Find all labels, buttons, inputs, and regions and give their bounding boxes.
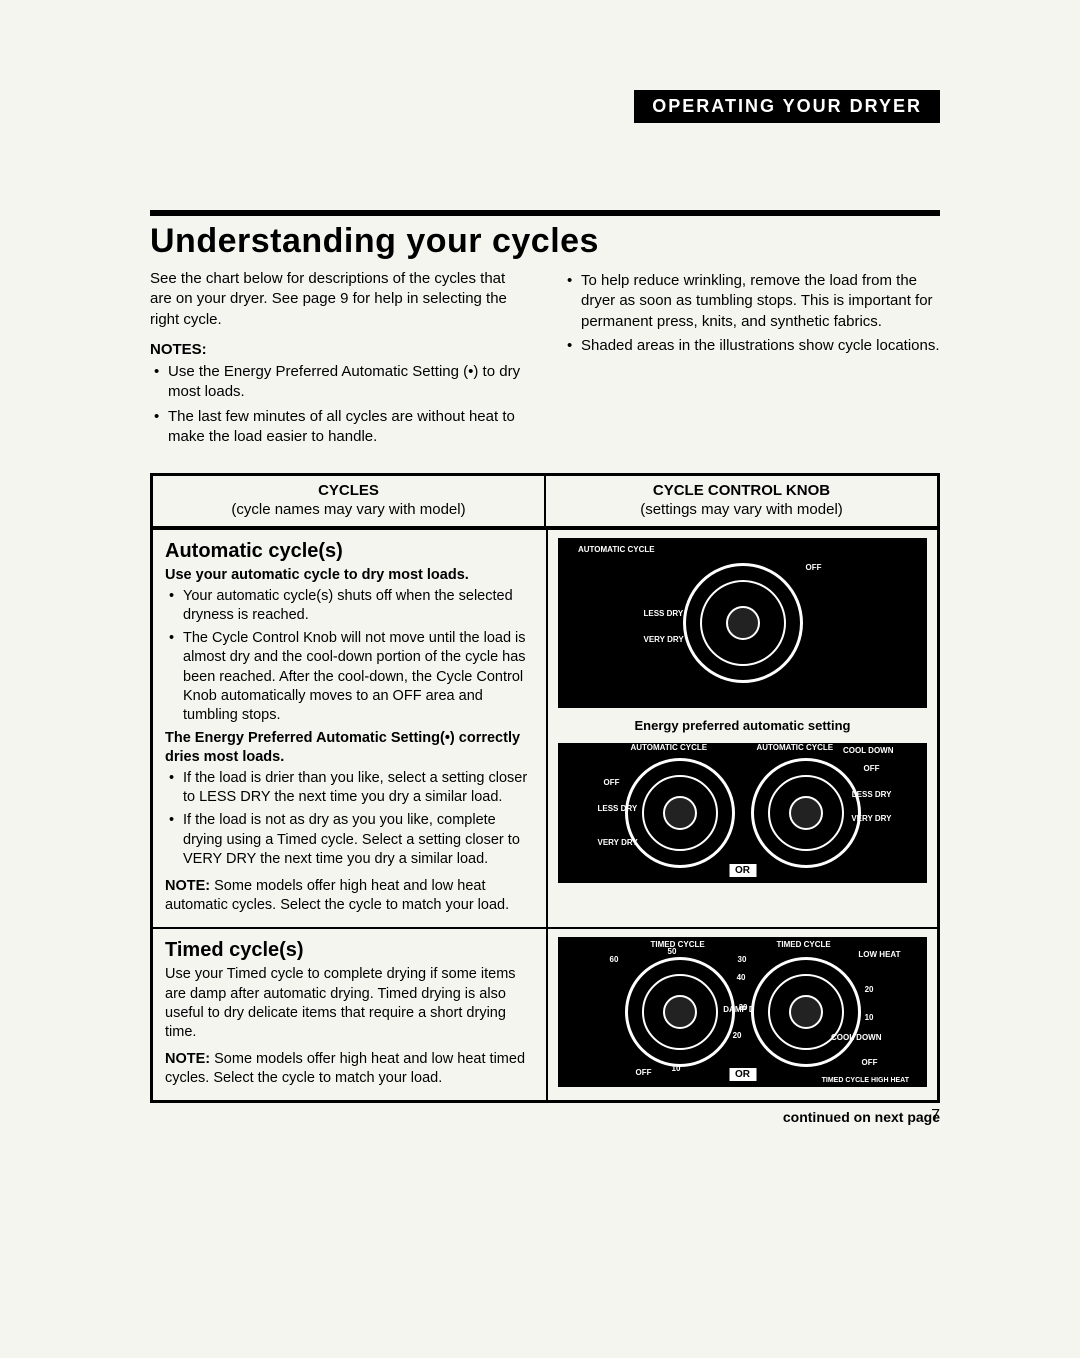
row-bullet: Your automatic cycle(s) shuts off when t… [169, 587, 534, 625]
chart-row-automatic: Automatic cycle(s) Use your automatic cy… [153, 528, 937, 928]
knob-label: AUTOMATIC CYCLE [631, 744, 708, 753]
intro-bullet: Use the Energy Preferred Automatic Setti… [154, 362, 527, 403]
continued-label: continued on next page [150, 1109, 940, 1125]
knob-label: AUTOMATIC CYCLE [757, 744, 834, 753]
knob-label: OFF [604, 779, 620, 788]
page-number: 7 [931, 1107, 940, 1125]
knob-label: AUTOMATIC CYCLE [578, 546, 655, 555]
or-badge: OR [729, 1068, 756, 1081]
row-mid-bold: The Energy Preferred Automatic Setting(•… [165, 729, 534, 767]
row-bullet: The Cycle Control Knob will not move unt… [169, 629, 534, 725]
row-note: NOTE: Some models offer high heat and lo… [165, 877, 534, 915]
knob-label: COOL DOWN [843, 747, 894, 756]
knob-time: 20 [865, 986, 874, 995]
knob-illustration: AUTOMATIC CYCLE OFF LESS DRY VERY DRY [558, 538, 927, 708]
knob-label: VERY DRY [644, 636, 684, 645]
knob-time: 10 [865, 1014, 874, 1023]
knob-label: LESS DRY [598, 805, 638, 814]
chart-row-timed: Timed cycle(s) Use your Timed cycle to c… [153, 927, 937, 1100]
intro-bullet: To help reduce wrinkling, remove the loa… [567, 271, 940, 332]
knob-label: TIMED CYCLE [651, 941, 705, 950]
row-title: Timed cycle(s) [165, 937, 534, 963]
rule [150, 210, 940, 216]
col-subtitle: (cycle names may vary with model) [231, 501, 465, 518]
knob-time: 50 [668, 948, 677, 957]
intro-paragraph: See the chart below for descriptions of … [150, 269, 527, 330]
row-bullet: If the load is not as dry as you you lik… [169, 811, 534, 868]
knob-label: OFF [636, 1069, 652, 1078]
knob-bottom-label: TIMED CYCLE HIGH HEAT [822, 1077, 909, 1085]
knob-label: TIMED CYCLE [777, 941, 831, 950]
knob-time: 40 [737, 974, 746, 983]
col-title: CYCLES [318, 482, 379, 499]
knob-label: LESS DRY [644, 610, 684, 619]
or-badge: OR [729, 864, 756, 877]
row-lead: Use your automatic cycle to dry most loa… [165, 566, 534, 585]
row-title: Automatic cycle(s) [165, 538, 534, 564]
knob-label: OFF [864, 765, 880, 774]
row-note-text: Some models offer high heat and low heat… [165, 878, 509, 913]
intro-columns: See the chart below for descriptions of … [150, 269, 940, 451]
row-bullet: If the load is drier than you like, sele… [169, 769, 534, 807]
knob-label: COOL DOWN [831, 1034, 882, 1043]
knob-label: OFF [862, 1059, 878, 1068]
chart-header: CYCLES (cycle names may vary with model)… [153, 476, 937, 528]
knob-time: 20 [733, 1032, 742, 1041]
intro-bullet: Shaded areas in the illustrations show c… [567, 336, 940, 356]
row-paragraph: Use your Timed cycle to complete drying … [165, 965, 534, 1042]
knob-time: 10 [672, 1065, 681, 1074]
row-note-text: Some models offer high heat and low heat… [165, 1051, 525, 1086]
knob-label: VERY DRY [598, 839, 638, 848]
page-title: Understanding your cycles [150, 222, 940, 261]
knob-caption: Energy preferred automatic setting [635, 718, 851, 733]
knob-illustration-pair: TIMED CYCLE 60 50 40 30 20 10 OFF [558, 937, 927, 1087]
knob-label: LOW HEAT [858, 951, 900, 960]
knob-time: 30 [738, 956, 747, 965]
section-header: OPERATING YOUR DRYER [634, 90, 940, 123]
knob-label: VERY DRY [851, 815, 891, 824]
col-title: CYCLE CONTROL KNOB [653, 482, 830, 499]
intro-bullet: The last few minutes of all cycles are w… [154, 407, 527, 448]
knob-time: 60 [610, 956, 619, 965]
knob-label: LESS DRY [852, 791, 892, 800]
knob-illustration-pair: AUTOMATIC CYCLE OFF LESS DRY VERY DRY AU… [558, 743, 927, 883]
cycles-chart: CYCLES (cycle names may vary with model)… [150, 473, 940, 1103]
knob-label: OFF [806, 564, 822, 573]
notes-label: NOTES: [150, 340, 527, 360]
col-subtitle: (settings may vary with model) [640, 501, 843, 518]
row-note: NOTE: Some models offer high heat and lo… [165, 1050, 534, 1088]
